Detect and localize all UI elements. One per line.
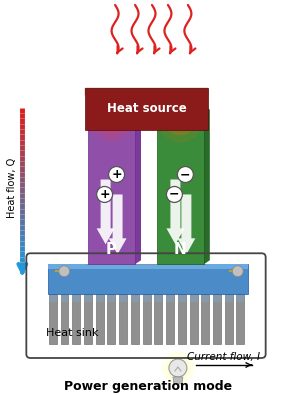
Circle shape xyxy=(109,167,125,182)
Polygon shape xyxy=(49,294,57,302)
Text: Current flow, I: Current flow, I xyxy=(187,352,260,362)
Polygon shape xyxy=(84,294,92,344)
Polygon shape xyxy=(96,294,104,302)
Polygon shape xyxy=(48,264,248,294)
Polygon shape xyxy=(61,294,68,344)
Polygon shape xyxy=(131,294,139,344)
Text: +: + xyxy=(111,168,122,181)
Polygon shape xyxy=(213,294,221,302)
Circle shape xyxy=(166,105,195,135)
Text: +: + xyxy=(99,188,110,201)
Polygon shape xyxy=(49,294,57,344)
Polygon shape xyxy=(173,377,183,384)
Polygon shape xyxy=(225,294,233,302)
Polygon shape xyxy=(204,105,210,264)
Text: P: P xyxy=(106,242,117,257)
Circle shape xyxy=(59,266,70,277)
Text: −: − xyxy=(169,188,180,201)
Polygon shape xyxy=(61,294,68,302)
Circle shape xyxy=(104,112,120,128)
Circle shape xyxy=(173,112,188,128)
Text: N: N xyxy=(174,242,187,257)
Polygon shape xyxy=(109,194,127,254)
Text: Heat source: Heat source xyxy=(107,102,186,115)
Circle shape xyxy=(178,167,193,182)
Polygon shape xyxy=(225,294,233,344)
Text: Heat flow, Q: Heat flow, Q xyxy=(7,157,17,218)
Polygon shape xyxy=(131,294,139,302)
Polygon shape xyxy=(154,294,162,344)
Circle shape xyxy=(159,98,202,141)
Circle shape xyxy=(90,98,134,141)
Polygon shape xyxy=(178,294,186,302)
Circle shape xyxy=(97,105,127,135)
Polygon shape xyxy=(72,294,80,302)
Polygon shape xyxy=(166,294,174,302)
Polygon shape xyxy=(107,294,115,302)
Polygon shape xyxy=(157,105,204,264)
Text: Power generation mode: Power generation mode xyxy=(64,380,232,393)
Polygon shape xyxy=(119,294,127,344)
Polygon shape xyxy=(213,294,221,344)
Circle shape xyxy=(169,359,187,377)
Polygon shape xyxy=(143,294,150,344)
Polygon shape xyxy=(135,105,141,264)
Polygon shape xyxy=(85,88,208,95)
Polygon shape xyxy=(178,294,186,344)
Polygon shape xyxy=(97,179,115,245)
Polygon shape xyxy=(189,294,198,302)
Polygon shape xyxy=(154,294,162,302)
Circle shape xyxy=(166,186,182,202)
Text: Heat sink: Heat sink xyxy=(46,328,98,338)
Polygon shape xyxy=(143,294,150,302)
Polygon shape xyxy=(237,294,244,344)
Polygon shape xyxy=(107,294,115,344)
Polygon shape xyxy=(72,294,80,344)
Polygon shape xyxy=(201,294,209,344)
Polygon shape xyxy=(85,88,208,130)
Polygon shape xyxy=(48,264,248,269)
Polygon shape xyxy=(88,105,135,264)
Polygon shape xyxy=(119,294,127,302)
Circle shape xyxy=(166,356,190,380)
Polygon shape xyxy=(166,294,174,344)
Circle shape xyxy=(232,266,243,277)
Polygon shape xyxy=(201,294,209,302)
Circle shape xyxy=(162,352,194,384)
Polygon shape xyxy=(96,294,104,344)
Circle shape xyxy=(97,186,113,202)
Polygon shape xyxy=(237,294,244,302)
Polygon shape xyxy=(189,294,198,344)
Polygon shape xyxy=(178,194,195,254)
Text: −: − xyxy=(180,168,191,181)
Polygon shape xyxy=(84,294,92,302)
Polygon shape xyxy=(166,179,184,245)
